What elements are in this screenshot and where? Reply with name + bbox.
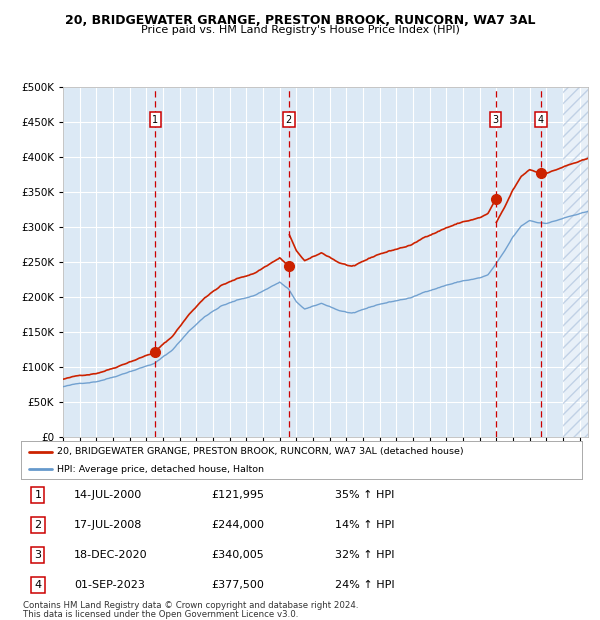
Text: 20, BRIDGEWATER GRANGE, PRESTON BROOK, RUNCORN, WA7 3AL (detached house): 20, BRIDGEWATER GRANGE, PRESTON BROOK, R… xyxy=(58,448,464,456)
Text: £377,500: £377,500 xyxy=(212,580,265,590)
Text: 2: 2 xyxy=(286,115,292,125)
Text: 3: 3 xyxy=(34,550,41,560)
Text: HPI: Average price, detached house, Halton: HPI: Average price, detached house, Halt… xyxy=(58,465,265,474)
Bar xyxy=(563,87,588,437)
Text: 4: 4 xyxy=(34,580,41,590)
Text: 24% ↑ HPI: 24% ↑ HPI xyxy=(335,580,395,590)
Text: 4: 4 xyxy=(538,115,544,125)
Text: 18-DEC-2020: 18-DEC-2020 xyxy=(74,550,148,560)
Text: £121,995: £121,995 xyxy=(212,490,265,500)
Text: Contains HM Land Registry data © Crown copyright and database right 2024.: Contains HM Land Registry data © Crown c… xyxy=(23,601,358,611)
Text: 14-JUL-2000: 14-JUL-2000 xyxy=(74,490,143,500)
Text: 20, BRIDGEWATER GRANGE, PRESTON BROOK, RUNCORN, WA7 3AL: 20, BRIDGEWATER GRANGE, PRESTON BROOK, R… xyxy=(65,14,535,27)
Text: 32% ↑ HPI: 32% ↑ HPI xyxy=(335,550,395,560)
Text: £340,005: £340,005 xyxy=(212,550,265,560)
Text: 1: 1 xyxy=(152,115,158,125)
Text: 14% ↑ HPI: 14% ↑ HPI xyxy=(335,520,395,530)
Bar xyxy=(563,87,588,437)
Bar xyxy=(563,87,588,437)
Text: Price paid vs. HM Land Registry's House Price Index (HPI): Price paid vs. HM Land Registry's House … xyxy=(140,25,460,35)
Text: 2: 2 xyxy=(34,520,41,530)
Text: 35% ↑ HPI: 35% ↑ HPI xyxy=(335,490,395,500)
Text: 3: 3 xyxy=(493,115,499,125)
Text: 01-SEP-2023: 01-SEP-2023 xyxy=(74,580,145,590)
Text: This data is licensed under the Open Government Licence v3.0.: This data is licensed under the Open Gov… xyxy=(23,610,298,619)
Text: 1: 1 xyxy=(34,490,41,500)
Text: £244,000: £244,000 xyxy=(212,520,265,530)
Text: 17-JUL-2008: 17-JUL-2008 xyxy=(74,520,143,530)
